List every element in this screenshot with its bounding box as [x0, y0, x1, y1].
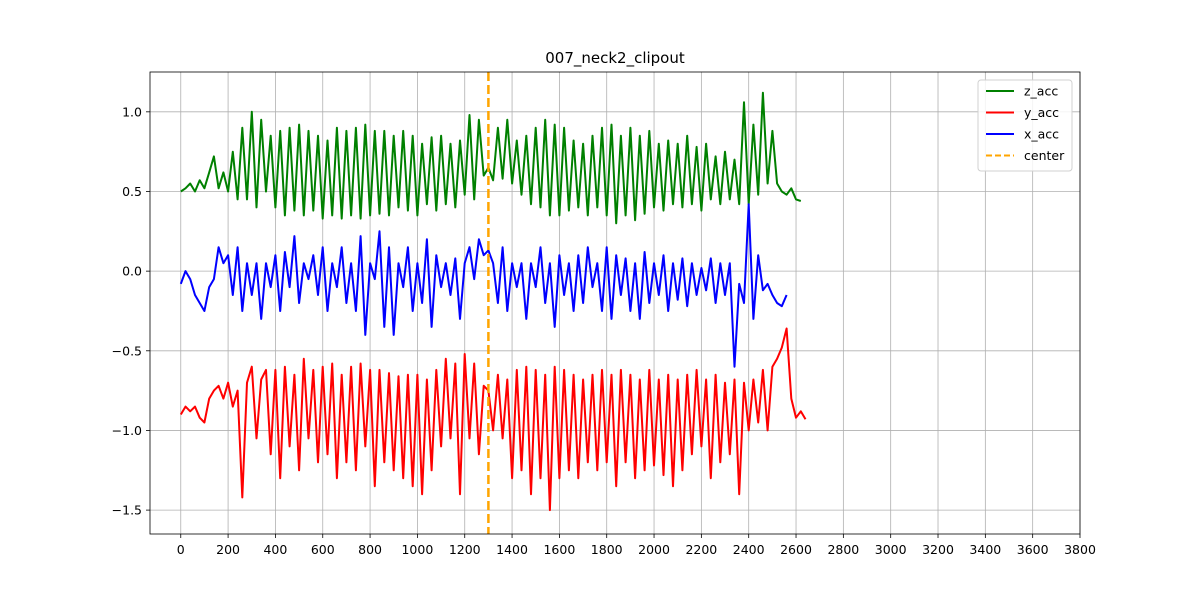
x-tick-label: 1000 — [401, 542, 433, 557]
x-tick-label: 2600 — [780, 542, 812, 557]
x-tick-label: 1600 — [543, 542, 575, 557]
x-tick-label: 3000 — [875, 542, 907, 557]
x-tick-label: 0 — [177, 542, 185, 557]
legend-label: center — [1024, 148, 1065, 163]
series-line-x-acc — [179, 203, 788, 368]
x-tick-label: 1200 — [449, 542, 481, 557]
plot-frame — [149, 71, 1081, 535]
x-tick-label: 3400 — [969, 542, 1001, 557]
x-tick-label: 200 — [216, 542, 240, 557]
y-tick-label: 1.0 — [122, 104, 142, 119]
legend-label: x_acc — [1024, 127, 1059, 142]
y-tick-label: −1.0 — [112, 423, 142, 438]
x-tick-label: 2400 — [733, 542, 765, 557]
x-tick-label: 600 — [311, 542, 335, 557]
x-tick-label: 3800 — [1064, 542, 1096, 557]
y-tick-label: 0.5 — [122, 184, 142, 199]
x-tick-label: 800 — [358, 542, 382, 557]
series-line-y-acc — [179, 327, 807, 512]
x-tick-label: 3200 — [922, 542, 954, 557]
x-tick-label: 1800 — [591, 542, 623, 557]
series-lines — [179, 72, 807, 534]
x-tick-label: 2200 — [685, 542, 717, 557]
y-tick-label: −0.5 — [112, 343, 142, 358]
x-tick-label: 1400 — [496, 542, 528, 557]
x-tick-label: 3600 — [1017, 542, 1049, 557]
plot-area — [179, 72, 807, 534]
x-tick-label: 2000 — [638, 542, 670, 557]
y-tick-label: 0.0 — [122, 264, 142, 279]
legend-box — [977, 79, 1073, 172]
x-tick-label: 2800 — [827, 542, 859, 557]
x-tick-label: 400 — [263, 542, 287, 557]
series-line-z-acc — [180, 91, 802, 225]
legend-label: y_acc — [1024, 105, 1059, 120]
y-tick-label: −1.5 — [112, 503, 142, 518]
chart-title: 007_neck2_clipout — [545, 49, 685, 68]
axes: 0 200 400 600 800 1000 1200 1400 1600 1800 2000 220… — [112, 71, 1096, 557]
legend-label: z_acc — [1024, 84, 1058, 99]
